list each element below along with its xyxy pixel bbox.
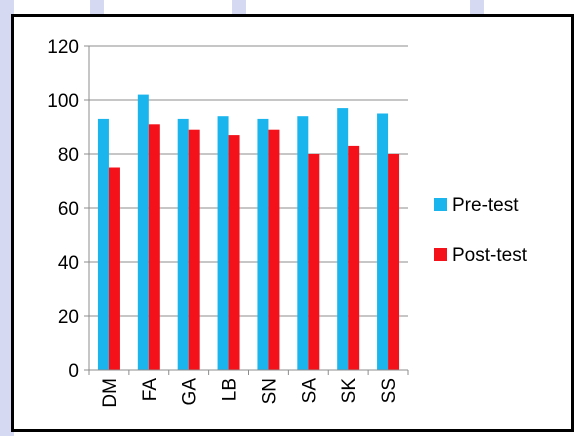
background-stripe-top-left bbox=[90, 0, 104, 14]
chart-frame: 0 20 40 60 80 100 120 DM FA GA LB SN SA SK SS Pre-tes… bbox=[11, 14, 574, 432]
background-stripe-top-right bbox=[470, 0, 484, 14]
bar-post-test-ss bbox=[388, 154, 400, 370]
x-tick-label: GA bbox=[180, 378, 201, 406]
bar-post-test-fa bbox=[148, 124, 160, 370]
x-tick-label: SN bbox=[259, 378, 280, 404]
bar-pre-test-sa bbox=[297, 116, 309, 370]
y-tick-label: 80 bbox=[58, 145, 79, 166]
bars bbox=[97, 94, 400, 371]
bar-pre-test-ss bbox=[377, 113, 389, 370]
background-stripe-left bbox=[0, 0, 14, 436]
y-tick-label: 120 bbox=[47, 37, 79, 58]
y-tick-label: 0 bbox=[68, 361, 79, 382]
bar-post-test-lb bbox=[228, 135, 240, 370]
bar-post-test-ga bbox=[188, 129, 200, 370]
bar-pre-test-ga bbox=[177, 118, 189, 371]
x-tick-label: SS bbox=[379, 378, 400, 403]
legend-swatch bbox=[434, 198, 447, 211]
gridlines bbox=[89, 45, 408, 317]
x-tick-label: LB bbox=[220, 378, 241, 401]
legend-label: Pre-test bbox=[452, 195, 519, 216]
x-tick-label: DM bbox=[100, 378, 121, 408]
x-tick-label: SK bbox=[339, 378, 360, 404]
bar-chart: 0 20 40 60 80 100 120 DM FA GA LB SN SA SK SS Pre-tes… bbox=[47, 37, 528, 408]
bar-pre-test-sk bbox=[337, 108, 349, 370]
bar-pre-test-sn bbox=[257, 118, 269, 371]
x-tick-labels: DM FA GA LB SN SA SK SS bbox=[100, 378, 400, 408]
x-tick-label: FA bbox=[140, 378, 161, 402]
y-tick-label: 100 bbox=[47, 91, 79, 112]
bar-pre-test-lb bbox=[217, 116, 229, 370]
bar-pre-test-fa bbox=[137, 94, 149, 370]
bar-post-test-dm bbox=[108, 167, 120, 370]
bar-pre-test-dm bbox=[97, 118, 109, 371]
y-tick-label: 40 bbox=[58, 253, 79, 274]
x-tick-label: SA bbox=[299, 378, 320, 404]
axes bbox=[84, 45, 409, 375]
legend-label: Post-test bbox=[452, 245, 528, 266]
y-tick-label: 60 bbox=[58, 199, 79, 220]
bar-post-test-sa bbox=[308, 154, 320, 370]
background-stripe-top-middle bbox=[232, 0, 246, 14]
bar-post-test-sk bbox=[348, 145, 360, 370]
y-tick-label: 20 bbox=[58, 307, 79, 328]
legend: Pre-test Post-test bbox=[434, 195, 528, 266]
y-tick-labels: 0 20 40 60 80 100 120 bbox=[47, 37, 79, 382]
legend-swatch bbox=[434, 248, 447, 261]
bar-post-test-sn bbox=[268, 129, 280, 370]
